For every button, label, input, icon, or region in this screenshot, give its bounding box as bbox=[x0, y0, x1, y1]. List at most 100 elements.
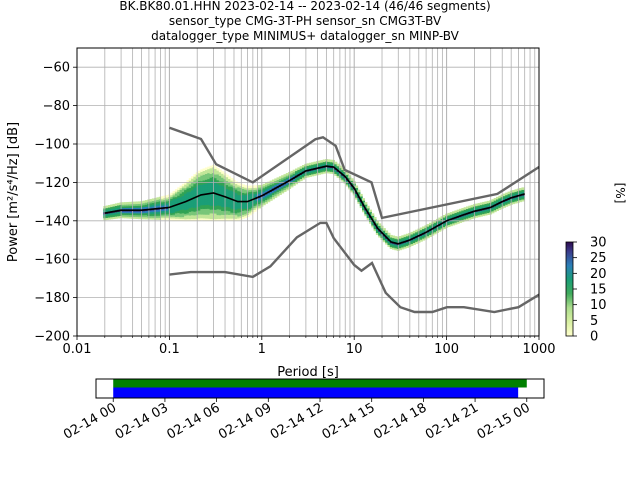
density-cell bbox=[237, 213, 241, 217]
x-axis-label: Period [s] bbox=[277, 365, 339, 380]
density-cell bbox=[320, 160, 324, 163]
density-cell bbox=[292, 169, 296, 173]
density-cell bbox=[154, 213, 158, 216]
density-cell bbox=[433, 220, 437, 223]
density-cell bbox=[237, 204, 241, 207]
density-cell bbox=[193, 203, 197, 207]
density-cell bbox=[456, 221, 460, 224]
density-cell bbox=[181, 183, 185, 187]
density-cell bbox=[519, 199, 523, 203]
density-cell bbox=[433, 227, 437, 231]
density-cell bbox=[248, 193, 252, 196]
density-cell bbox=[214, 188, 218, 192]
density-cell bbox=[156, 209, 160, 212]
x-axis-ticks: 0.01 0.1 1 10 100 1000 bbox=[63, 336, 556, 357]
density-cell bbox=[290, 183, 294, 186]
density-cell bbox=[329, 161, 333, 165]
density-cell bbox=[465, 210, 469, 213]
density-cell bbox=[468, 205, 472, 209]
density-cell bbox=[297, 180, 301, 183]
density-cell bbox=[221, 175, 225, 178]
density-cell bbox=[461, 211, 465, 215]
density-cell bbox=[308, 166, 312, 170]
density-cell bbox=[422, 237, 426, 241]
density-cell bbox=[479, 212, 483, 215]
density-cell bbox=[341, 167, 345, 171]
density-cell bbox=[172, 215, 176, 219]
density-cell bbox=[198, 202, 202, 205]
colorbar-tick-label: 10 bbox=[590, 298, 607, 313]
density-cell bbox=[269, 198, 273, 201]
density-cell bbox=[225, 184, 229, 188]
density-cell bbox=[234, 188, 238, 192]
density-cell bbox=[313, 161, 317, 165]
density-cell bbox=[135, 214, 139, 218]
density-cell bbox=[218, 197, 222, 201]
density-cell bbox=[174, 212, 178, 216]
density-cell bbox=[285, 185, 289, 189]
density-cell bbox=[311, 166, 315, 169]
density-cell bbox=[204, 210, 208, 213]
density-cell bbox=[461, 217, 465, 221]
density-cell bbox=[461, 215, 465, 219]
density-cell bbox=[308, 170, 312, 174]
density-cell bbox=[165, 211, 169, 215]
density-cell bbox=[186, 208, 190, 212]
density-cell bbox=[209, 186, 213, 189]
density-cell bbox=[306, 172, 310, 176]
density-cell bbox=[415, 229, 419, 233]
density-cell bbox=[308, 172, 312, 175]
density-cell bbox=[165, 195, 169, 198]
density-cell bbox=[283, 174, 287, 177]
density-cell bbox=[188, 218, 192, 222]
density-cell bbox=[193, 187, 197, 190]
density-cell bbox=[366, 215, 370, 219]
density-cell bbox=[228, 180, 232, 183]
density-cell bbox=[301, 167, 305, 170]
density-cell bbox=[290, 184, 294, 188]
density-cell bbox=[179, 192, 183, 196]
density-cell bbox=[237, 194, 241, 198]
density-cell bbox=[419, 229, 423, 233]
density-cell bbox=[463, 209, 467, 212]
density-cell bbox=[271, 185, 275, 189]
density-cell bbox=[121, 202, 125, 205]
density-cell bbox=[265, 201, 269, 204]
density-cell bbox=[447, 224, 451, 228]
density-cell bbox=[181, 191, 185, 195]
density-cell bbox=[265, 190, 269, 193]
density-cell bbox=[207, 184, 211, 188]
density-cell bbox=[193, 218, 197, 221]
density-cell bbox=[191, 199, 195, 202]
density-cell bbox=[311, 169, 315, 173]
density-cell bbox=[468, 213, 472, 216]
density-cell bbox=[398, 237, 402, 241]
density-cell bbox=[274, 182, 278, 186]
density-cell bbox=[301, 169, 305, 172]
density-cell bbox=[350, 182, 354, 185]
density-cell bbox=[198, 198, 202, 201]
density-cell bbox=[225, 212, 229, 215]
density-cell bbox=[207, 204, 211, 207]
timeline-tick-label: 02-15 00 bbox=[475, 400, 533, 442]
density-cell bbox=[216, 218, 220, 221]
density-cell bbox=[313, 163, 317, 167]
density-cell bbox=[221, 173, 225, 176]
density-cell bbox=[214, 212, 218, 216]
density-cell bbox=[174, 207, 178, 210]
density-cell bbox=[253, 185, 257, 188]
density-cell bbox=[142, 204, 146, 208]
density-cell bbox=[375, 222, 379, 226]
density-cell bbox=[154, 209, 158, 213]
density-cell bbox=[392, 235, 396, 239]
density-cell bbox=[285, 178, 289, 182]
density-cell bbox=[313, 169, 317, 172]
density-cell bbox=[209, 176, 213, 180]
density-cell bbox=[117, 207, 121, 210]
density-cell bbox=[248, 206, 252, 210]
density-cell bbox=[193, 214, 197, 218]
y-tick-label: −200 bbox=[34, 330, 70, 345]
ppsd-density bbox=[103, 159, 525, 251]
density-cell bbox=[345, 176, 349, 179]
mode-line bbox=[104, 165, 525, 245]
